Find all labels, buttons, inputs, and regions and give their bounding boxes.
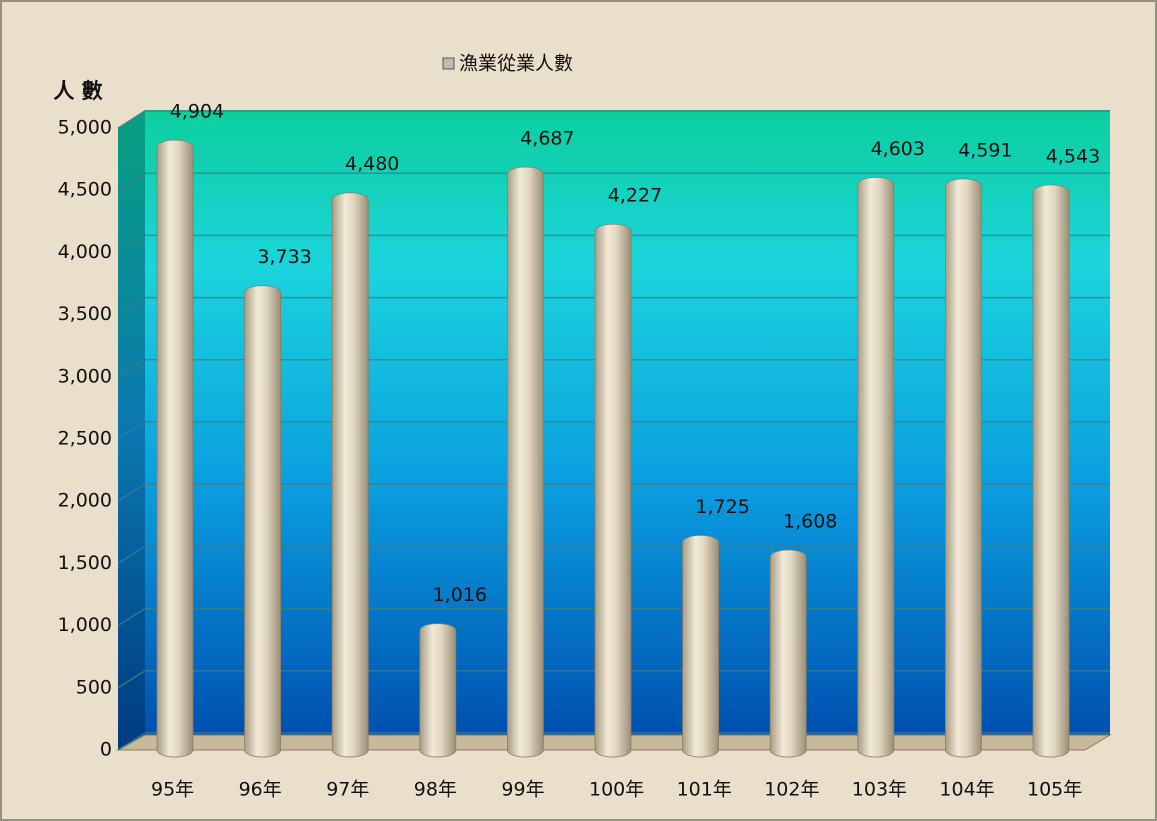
grid-line bbox=[117, 234, 1110, 254]
grid-line bbox=[117, 296, 1110, 316]
y-tick-label: 500 bbox=[76, 676, 112, 698]
y-tick-label: 3,000 bbox=[58, 365, 112, 387]
y-tick-label: 0 bbox=[100, 739, 112, 761]
y-tick-label: 1,000 bbox=[58, 614, 112, 636]
y-tick-label: 1,500 bbox=[58, 552, 112, 574]
x-tick-label: 101年 bbox=[677, 779, 732, 801]
bar bbox=[769, 549, 807, 758]
y-tick-label: 2,000 bbox=[58, 490, 112, 512]
bar bbox=[945, 178, 982, 758]
grid-line bbox=[117, 110, 1110, 129]
y-tick-label: 5,000 bbox=[58, 117, 112, 139]
y-tick-label: 4,000 bbox=[58, 241, 112, 263]
data-label: 1,016 bbox=[433, 584, 487, 606]
x-tick-label: 97年 bbox=[326, 779, 369, 801]
data-label: 4,591 bbox=[958, 139, 1012, 161]
grid-line bbox=[117, 359, 1110, 378]
bar bbox=[419, 623, 457, 758]
bar bbox=[244, 285, 281, 758]
y-tick-label: 4,500 bbox=[58, 179, 112, 201]
x-tick-label: 103年 bbox=[852, 779, 907, 801]
x-tick-label: 102年 bbox=[764, 779, 819, 801]
data-label: 4,543 bbox=[1046, 145, 1100, 167]
data-label: 4,687 bbox=[520, 127, 574, 149]
data-label: 4,904 bbox=[170, 100, 224, 122]
data-label: 1,608 bbox=[783, 510, 837, 532]
grid-line bbox=[117, 172, 1110, 191]
grid-line bbox=[117, 545, 1110, 565]
bar bbox=[594, 223, 632, 758]
data-label: 3,733 bbox=[257, 246, 311, 268]
x-tick-label: 96年 bbox=[239, 779, 282, 801]
x-tick-label: 104年 bbox=[939, 779, 994, 801]
bar bbox=[156, 139, 194, 758]
legend-label: 漁業從業人數 bbox=[459, 53, 573, 75]
data-label: 1,725 bbox=[695, 496, 749, 518]
y-axis-label: 人 數 bbox=[53, 79, 102, 103]
grid-line bbox=[117, 483, 1110, 502]
legend-marker bbox=[442, 57, 455, 70]
bar bbox=[331, 192, 369, 758]
x-tick-label: 98年 bbox=[414, 779, 457, 801]
data-label: 4,603 bbox=[871, 138, 925, 160]
x-tick-label: 105年 bbox=[1027, 779, 1082, 801]
grid-line bbox=[117, 421, 1110, 440]
x-tick-label: 95年 bbox=[151, 779, 194, 801]
bar bbox=[857, 176, 895, 758]
x-tick-label: 100年 bbox=[589, 779, 644, 801]
y-tick-label: 3,500 bbox=[58, 303, 112, 325]
data-label: 4,480 bbox=[345, 153, 399, 175]
bar bbox=[1032, 184, 1070, 758]
y-tick-label: 2,500 bbox=[58, 428, 112, 450]
bar bbox=[507, 166, 544, 758]
x-tick-label: 99年 bbox=[501, 779, 544, 801]
bar bbox=[682, 535, 719, 758]
data-label: 4,227 bbox=[608, 185, 662, 207]
